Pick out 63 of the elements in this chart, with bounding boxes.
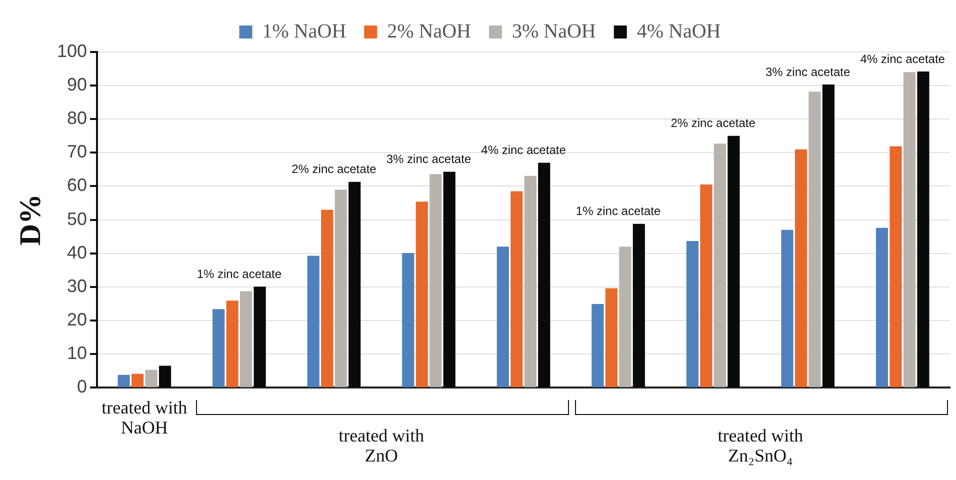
bar <box>240 291 252 388</box>
annotation: 3% zinc acetate <box>765 64 851 79</box>
y-tick-label: 10 <box>67 343 88 364</box>
y-tick-label: 80 <box>67 108 88 128</box>
bar <box>443 172 456 388</box>
bar <box>592 304 604 388</box>
bar <box>307 256 320 388</box>
legend-label: 2% NaOH <box>387 20 472 42</box>
text: treated with Zn₂SnO₄ <box>718 425 804 466</box>
bar <box>686 240 698 388</box>
bar <box>321 210 334 388</box>
annotation: 1% zinc acetate <box>196 266 282 281</box>
bar <box>510 191 523 388</box>
bar <box>145 370 158 388</box>
bar <box>700 184 712 388</box>
annotation: 4% zinc acetate <box>481 143 566 158</box>
bar <box>890 146 902 388</box>
bar <box>416 202 428 388</box>
bar <box>605 288 618 388</box>
y-tick-label: 90 <box>67 74 88 95</box>
annotation: 1% zinc acetate <box>576 204 661 218</box>
bar <box>430 174 442 388</box>
bar <box>781 230 794 388</box>
y-tick-label: 50 <box>67 208 88 229</box>
bar <box>903 72 916 388</box>
y-tick-label: 40 <box>67 242 88 262</box>
bar <box>226 300 238 388</box>
bar <box>876 228 888 388</box>
bar <box>496 246 509 388</box>
bar <box>714 144 726 388</box>
text: treated with NaOH <box>102 397 188 438</box>
legend-label: 3% NaOH <box>512 20 596 42</box>
bar <box>794 149 808 388</box>
text: treated with ZnO <box>338 425 424 466</box>
annotation: 2% zinc acetate <box>670 116 756 130</box>
y-axis-title: D% <box>14 194 47 246</box>
bar <box>632 224 645 388</box>
y-tick-label: 60 <box>67 175 88 196</box>
y-tick-label: 100 <box>56 40 88 61</box>
bar <box>619 246 632 388</box>
bar <box>538 162 550 388</box>
bar <box>118 374 130 388</box>
bar <box>212 309 225 388</box>
bar <box>402 253 414 388</box>
y-tick-label: 70 <box>67 142 88 162</box>
annotation: 3% zinc acetate <box>386 152 472 166</box>
bar <box>334 190 347 388</box>
annotation: 2% zinc acetate <box>292 162 377 176</box>
annotation: 4% zinc acetate <box>860 52 946 66</box>
bar <box>917 71 930 388</box>
bar <box>132 374 144 388</box>
y-tick-label: 30 <box>67 276 88 296</box>
y-tick-label: 0 <box>77 376 88 397</box>
bar <box>348 182 361 388</box>
bar <box>822 84 834 388</box>
bar <box>524 176 536 388</box>
bar <box>808 92 821 388</box>
bar <box>728 136 740 388</box>
y-tick-label: 20 <box>67 309 88 330</box>
bar <box>254 286 266 388</box>
legend-label: 4% NaOH <box>636 20 721 42</box>
legend-label: 1% NaOH <box>262 20 346 42</box>
bar <box>158 366 172 388</box>
